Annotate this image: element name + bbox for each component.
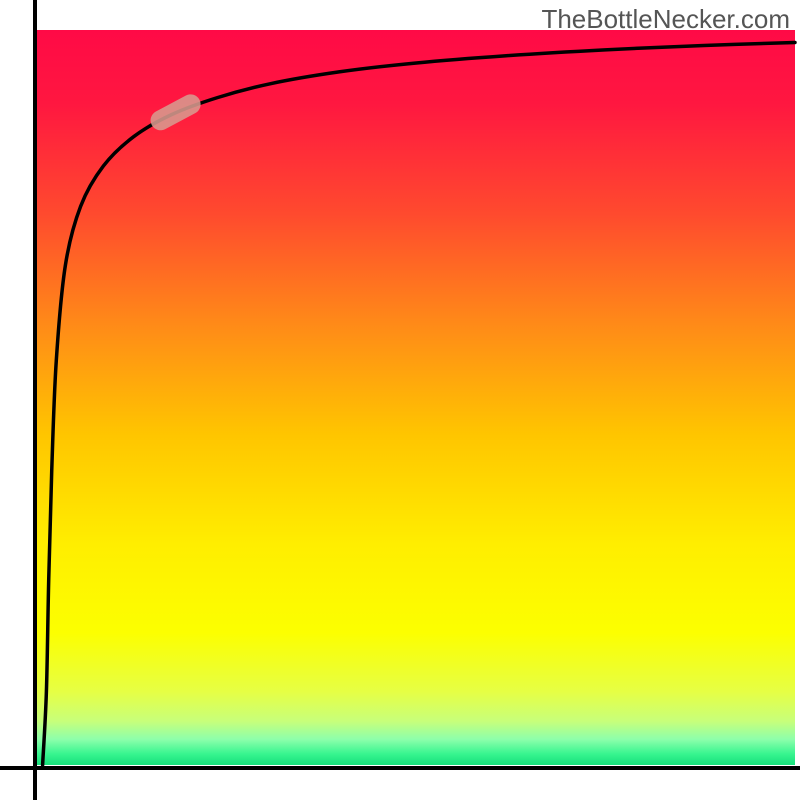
watermark-label: TheBottleNecker.com [541,4,790,35]
chart-frame: TheBottleNecker.com [0,0,800,800]
chart-svg [0,0,800,800]
plot-background [35,30,795,765]
